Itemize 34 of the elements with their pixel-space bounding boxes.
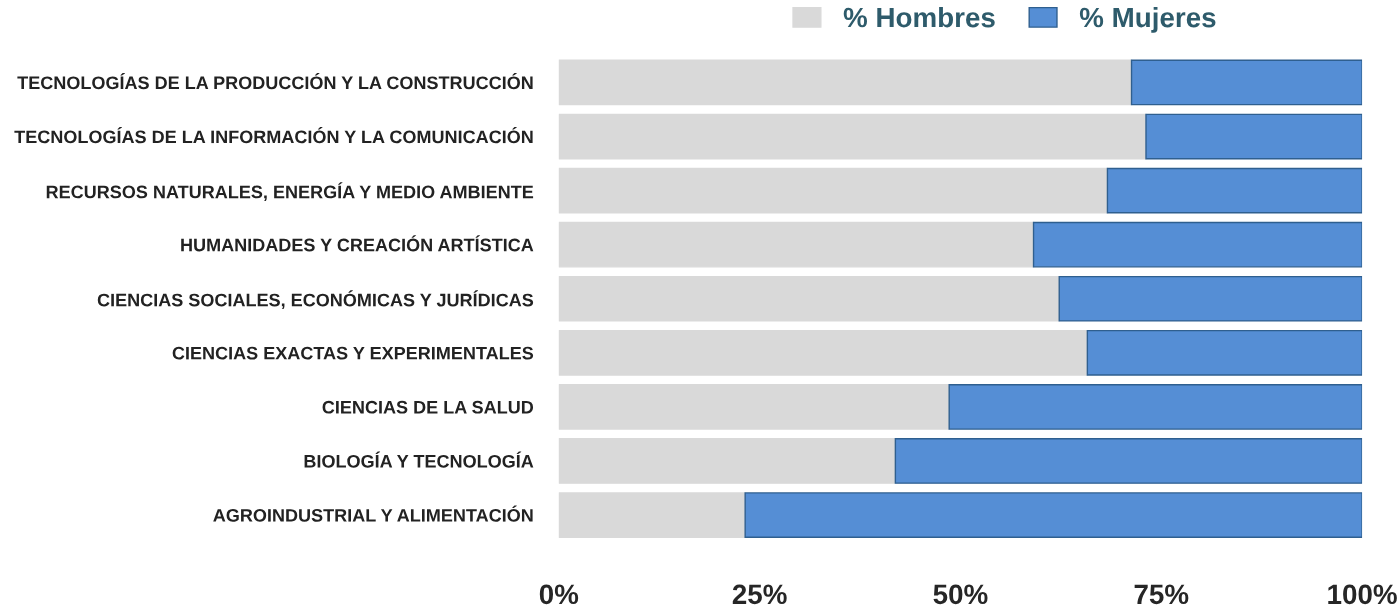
y-tick-label: AGROINDUSTRIAL Y ALIMENTACIÓN (213, 505, 533, 522)
bar (894, 438, 1363, 484)
bar (558, 221, 1035, 268)
legend-label: % Mujeres (1079, 6, 1216, 33)
x-tick-label: 25% (732, 584, 787, 605)
legend-label: % Hombres (843, 6, 995, 28)
x-tick-label: 0% (539, 584, 579, 605)
y-tick-label: CIENCIAS DE LA SALUD (322, 400, 534, 414)
x-tick-label: 50% (933, 584, 988, 605)
y-tick-label: TECNOLOGÍAS DE LA INFORMACIÓN Y LA COMUNICACIÓN (14, 127, 533, 144)
y-tick-label: CIENCIAS EXACTAS Y EXPERIMENTALES (172, 346, 534, 360)
y-tick-label: CIENCIAS SOCIALES, ECONÓMICAS Y JURÍDICAS (97, 290, 534, 310)
y-tick-label: HUMANIDADES Y CREACIÓN ARTÍSTICA (181, 235, 534, 252)
bar (1086, 329, 1363, 376)
bar (744, 492, 1363, 538)
bar (1106, 167, 1363, 214)
bar (558, 59, 1133, 106)
bar (1130, 59, 1363, 106)
bar (1058, 275, 1363, 322)
bar (558, 329, 1089, 376)
bar (558, 113, 1147, 160)
bar (558, 275, 1060, 322)
bar (558, 167, 1109, 214)
bar (558, 492, 746, 538)
y-tick-label: TECNOLOGÍAS DE LA PRODUCCIÓN Y LA CONSTRUCCIÓN (17, 73, 533, 90)
bar (948, 384, 1363, 430)
bar (1145, 113, 1363, 160)
bar (558, 438, 897, 484)
y-tick-label: BIOLOGÍA Y TECNOLOGÍA (304, 451, 534, 468)
bar (558, 384, 950, 430)
x-tick-label: 75% (1134, 584, 1189, 605)
y-tick-label: RECURSOS NATURALES, ENERGÍA Y MEDIO AMBIENTE (46, 182, 534, 201)
x-tick-label: 100% (1328, 584, 1397, 605)
bar (1032, 221, 1363, 268)
